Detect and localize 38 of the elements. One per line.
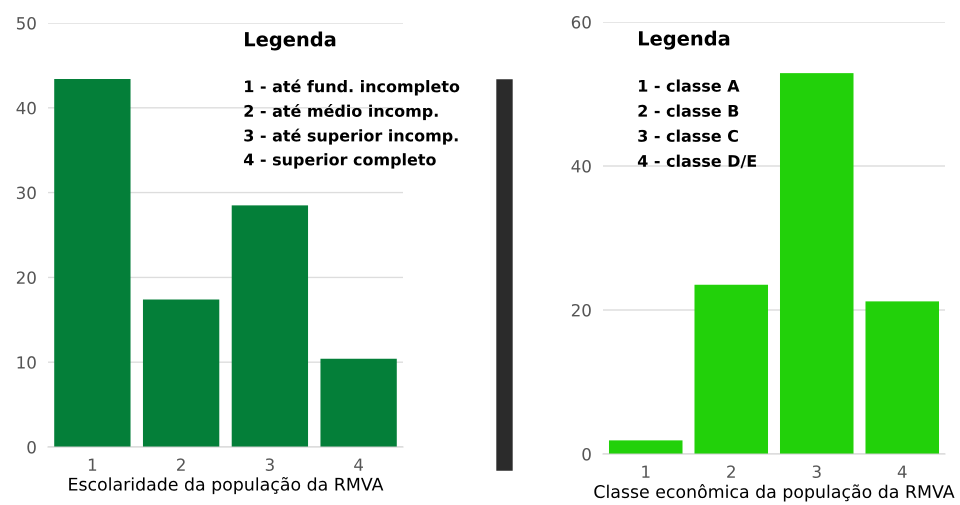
annotation: 3 - classe C <box>638 130 738 142</box>
bar <box>865 301 940 454</box>
y-tick-label: 50 <box>16 16 36 30</box>
x-tick-label: 4 <box>898 466 907 478</box>
annotation: 3 - até superior incomp. <box>244 128 458 145</box>
x-tick-label: 2 <box>727 465 735 478</box>
x-axis-title: Classe econômica da população da RMVA <box>594 484 954 502</box>
bar <box>694 284 768 454</box>
x-axis-title: Escolaridade da população da RMVA <box>69 477 384 494</box>
bar <box>780 73 854 454</box>
y-tick-label: 40 <box>16 102 36 114</box>
bar <box>232 205 308 447</box>
y-tick-label: 0 <box>27 440 36 454</box>
annotation: Legenda <box>245 31 336 50</box>
x-tick-label: 2 <box>177 458 185 471</box>
y-tick-label: 40 <box>571 160 591 173</box>
y-tick-label: 10 <box>18 356 36 369</box>
y-tick-label: 20 <box>16 271 36 284</box>
y-tick-label: 30 <box>16 186 36 200</box>
y-tick-label: 0 <box>582 448 591 461</box>
x-tick-label: 3 <box>266 458 274 472</box>
y-tick-label: 20 <box>572 304 591 317</box>
annotation: Legenda <box>638 30 730 50</box>
bar <box>320 358 397 447</box>
x-tick-label: 3 <box>812 465 821 478</box>
x-tick-label: 1 <box>642 466 650 478</box>
x-tick-label: 4 <box>354 458 363 471</box>
x-tick-label: 1 <box>88 458 96 471</box>
annotation: 2 - até médio incomp. <box>244 104 438 120</box>
bar <box>142 299 220 447</box>
bar <box>54 78 131 447</box>
y-tick-label: 60 <box>572 16 591 29</box>
annotation: 1 - classe A <box>639 79 740 92</box>
bar <box>608 440 683 454</box>
annotation: 4 - classe D/E <box>638 154 756 168</box>
annotation: 4 - superior completo <box>244 153 436 169</box>
annotation: 2 - classe B <box>638 104 738 117</box>
annotation: 1 - até fund. incompleto <box>245 79 460 96</box>
